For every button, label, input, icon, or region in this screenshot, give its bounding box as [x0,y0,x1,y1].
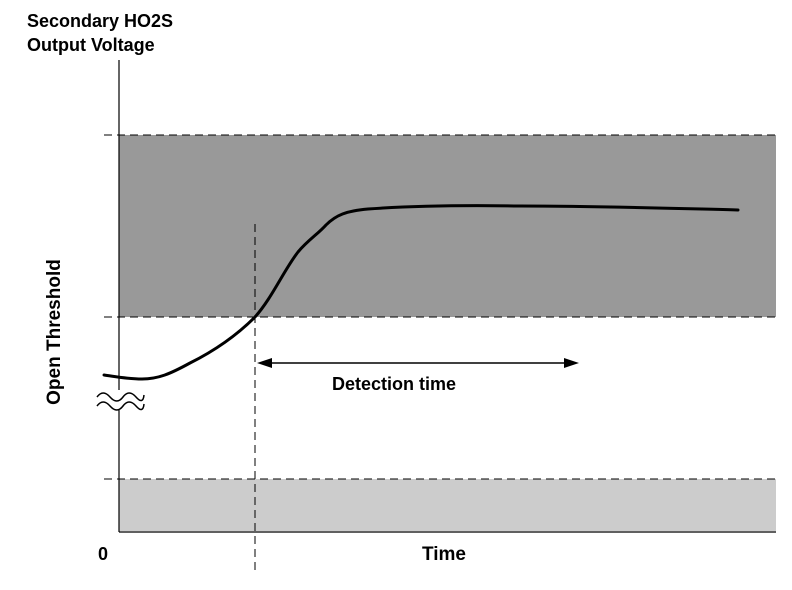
lower-threshold-band [119,479,776,531]
detection-time-label: Detection time [332,374,456,394]
detection-time-arrow [257,358,579,368]
x-axis-label: Time [422,544,466,565]
voltage-curve [102,204,740,381]
y-axis-label: Open Threshold [44,259,65,405]
x-axis-origin-label: 0 [98,544,108,564]
upper-threshold-band [119,135,776,317]
chart-title-line2: Output Voltage [27,35,155,55]
axis-break-symbol [96,390,145,411]
chart-title-line1: Secondary HO2S [27,11,173,31]
